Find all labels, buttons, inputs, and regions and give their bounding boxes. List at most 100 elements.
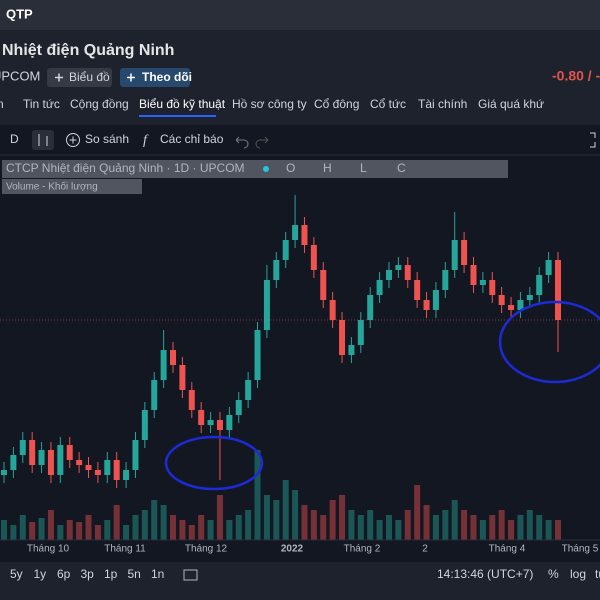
redo-icon[interactable]: [255, 136, 269, 149]
log-toggle[interactable]: log: [570, 567, 586, 581]
volume-bar: [245, 510, 252, 540]
indicators[interactable]: Các chỉ báo: [160, 132, 224, 146]
volume-bar: [367, 510, 374, 540]
volume-bar: [536, 515, 543, 540]
candle-body: [66, 445, 73, 460]
volume-bar: [29, 522, 36, 540]
range-button[interactable]: 1n: [151, 567, 164, 581]
volume-bar: [19, 515, 26, 540]
candle-body: [216, 420, 223, 430]
tab[interactable]: Tin tức: [23, 97, 60, 111]
volume-bar: [160, 505, 167, 540]
toolbar-bg: [0, 125, 600, 155]
candle-body: [320, 270, 327, 300]
volume-bar: [339, 495, 346, 540]
candle-body: [235, 400, 242, 415]
candle-body: [385, 270, 392, 280]
range-button[interactable]: 3p: [81, 567, 95, 581]
fullscreen-icon[interactable]: [590, 132, 596, 148]
ohlc-label: O: [286, 161, 295, 175]
x-axis-label: Tháng 11: [104, 544, 146, 555]
volume-bar: [423, 505, 430, 540]
candle-body: [376, 280, 383, 295]
compare-icon[interactable]: [66, 133, 80, 147]
tab[interactable]: n: [0, 97, 4, 111]
volume-bar: [461, 510, 468, 540]
indicator-icon[interactable]: f: [143, 133, 149, 148]
volume-legend-bg: [2, 179, 142, 194]
interval[interactable]: D: [10, 132, 19, 146]
range-button[interactable]: 1y: [34, 567, 47, 581]
volume-bar: [479, 520, 486, 540]
candle-body: [357, 320, 364, 345]
status-dot: [263, 166, 269, 172]
volume-bar: [414, 485, 421, 540]
range-button[interactable]: 6p: [57, 567, 71, 581]
volume-bar: [301, 505, 308, 540]
company: Nhiệt điện Quảng Ninh: [2, 42, 174, 59]
volume-bar: [10, 525, 17, 540]
x-axis-bg: [0, 540, 600, 562]
range-button[interactable]: 5n: [128, 567, 141, 581]
candle-body: [47, 450, 54, 475]
follow-button[interactable]: [120, 68, 190, 87]
range-button[interactable]: 5y: [10, 567, 23, 581]
candle-body: [245, 380, 252, 400]
candle-body: [94, 470, 101, 475]
tab[interactable]: Cổ tức: [370, 97, 406, 111]
candle-body: [555, 260, 561, 320]
volume-bar: [357, 515, 364, 540]
x-axis-label: Tháng 4: [489, 544, 526, 555]
volume-bar: [508, 520, 515, 540]
volume-bar: [188, 525, 195, 540]
follow-button-label[interactable]: Theo dõi: [142, 70, 192, 84]
candle-body: [292, 225, 299, 240]
x-axis-label: 2: [422, 544, 428, 555]
volume-bar: [292, 490, 299, 540]
candle-body: [310, 245, 317, 270]
candle-body: [442, 270, 449, 290]
candle-body: [526, 295, 533, 300]
tab[interactable]: Hồ sơ công ty: [232, 97, 307, 111]
tab[interactable]: Cộng đồng: [70, 97, 129, 111]
tab[interactable]: Biểu đồ kỹ thuật: [139, 97, 226, 111]
candle-body: [282, 240, 289, 260]
ohlc-label: C: [397, 161, 406, 175]
volume-bar: [94, 525, 101, 540]
volume-bar: [132, 515, 139, 540]
undo-icon[interactable]: [235, 136, 249, 149]
candle-body: [423, 300, 430, 310]
compare[interactable]: So sánh: [85, 132, 129, 146]
date-range-icon[interactable]: [183, 569, 198, 581]
volume-bar: [470, 515, 477, 540]
legend-bg: [2, 160, 508, 178]
volume-bar: [113, 505, 120, 540]
plus-icon: [127, 73, 135, 82]
candle-body: [1, 470, 7, 475]
candle-body: [160, 350, 167, 380]
volume-bar: [526, 510, 533, 540]
volume-bar: [179, 520, 186, 540]
chart-button-label[interactable]: Biểu đồ: [69, 70, 110, 84]
volume-bar: [263, 495, 270, 540]
tab[interactable]: Giá quá khứ: [478, 97, 544, 111]
candle-body: [29, 440, 36, 465]
auto-toggle[interactable]: tự: [595, 567, 600, 581]
percent-toggle[interactable]: %: [548, 567, 559, 581]
tab[interactable]: Cổ đông: [314, 97, 359, 111]
volume-bar: [555, 520, 561, 540]
candle-body: [536, 275, 543, 295]
volume-bar: [385, 515, 392, 540]
tab[interactable]: Tài chính: [418, 97, 467, 111]
candle-type-button[interactable]: [32, 130, 54, 150]
range-button[interactable]: 1p: [104, 567, 118, 581]
volume-bar: [282, 480, 289, 540]
chart-button[interactable]: [47, 68, 112, 87]
volume-bar: [76, 522, 83, 540]
candle-body: [432, 290, 439, 310]
clock: 14:13:46 (UTC+7): [437, 567, 533, 581]
volume-bar: [141, 510, 148, 540]
volume-bar: [254, 450, 261, 540]
volume-bar: [170, 515, 177, 540]
volume-bar: [123, 525, 130, 540]
